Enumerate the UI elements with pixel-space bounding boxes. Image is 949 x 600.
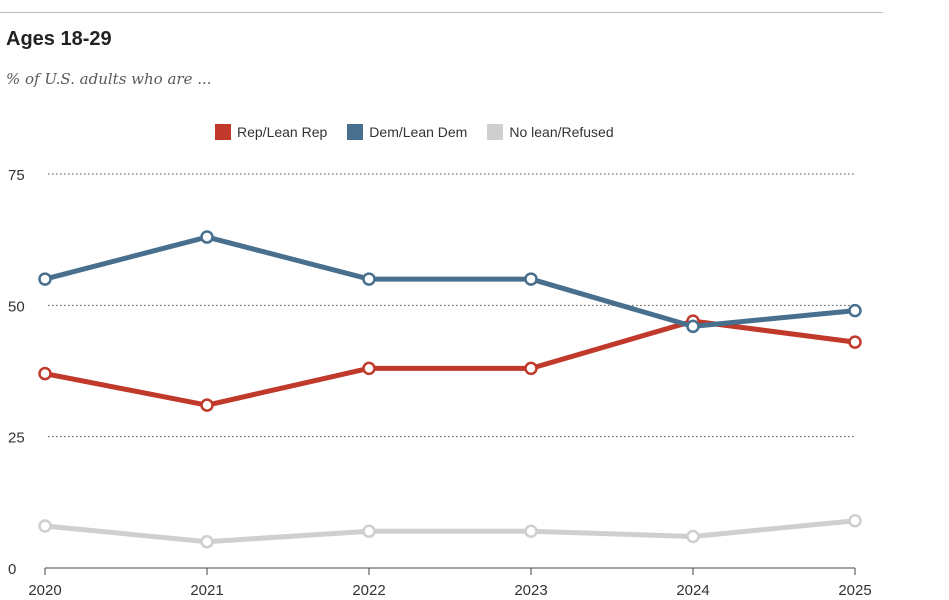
point-no-lean-2024 [686,529,700,544]
series-group [38,230,862,549]
legend-item-dem: Dem/Lean Dem [347,124,467,140]
point-dem-2020 [38,272,52,286]
point-dem-2025 [848,303,862,318]
point-dem-2023 [524,272,538,286]
point-no-lean-2022 [362,524,376,538]
gridlines [48,173,855,438]
point-rep-2025 [848,335,862,349]
chart-subtitle: % of U.S. adults who are ... [6,70,212,88]
axes: 0 25 50 75 2020 2021 2022 2023 2024 2025 [8,167,872,599]
series-line-rep [42,318,858,408]
x-tick-label-2021: 2021 [190,582,223,599]
x-tick-label-2022: 2022 [352,582,385,599]
point-dem-2021 [200,230,214,244]
legend-swatch-rep [215,124,231,140]
point-no-lean-2020 [38,519,52,533]
legend: Rep/Lean Rep Dem/Lean Dem No lean/Refuse… [215,124,634,140]
legend-swatch-nolean [487,124,504,140]
x-tick-label-2020: 2020 [28,582,61,599]
legend-label-dem: Dem/Lean Dem [369,124,468,140]
legend-item-nolean: No lean/Refused [487,124,614,140]
point-rep-2023 [524,361,538,376]
chart-title: Ages 18-29 [6,28,112,50]
x-tick-label-2024: 2024 [676,582,709,599]
y-tick-label-0: 0 [8,561,16,578]
top-divider [0,12,883,13]
point-rep-2021 [200,398,214,412]
x-tick-label-2023: 2023 [514,582,547,599]
point-rep-2022 [362,361,376,376]
series-line-no-lean [42,518,858,545]
legend-label-rep: Rep/Lean Rep [237,124,328,140]
x-tick-label-2025: 2025 [838,582,871,599]
point-no-lean-2021 [200,534,214,549]
point-rep-2020 [38,366,52,381]
point-dem-2022 [362,272,376,286]
y-tick-label-75: 75 [8,167,25,184]
point-dem-2024 [686,319,700,334]
y-tick-label-25: 25 [8,430,25,447]
legend-label-nolean: No lean/Refused [509,124,614,140]
point-no-lean-2025 [848,513,862,528]
legend-item-rep: Rep/Lean Rep [215,124,327,140]
point-no-lean-2023 [524,524,538,538]
y-tick-label-50: 50 [8,298,25,315]
legend-swatch-dem [347,124,364,140]
series-line-dem [42,234,858,329]
